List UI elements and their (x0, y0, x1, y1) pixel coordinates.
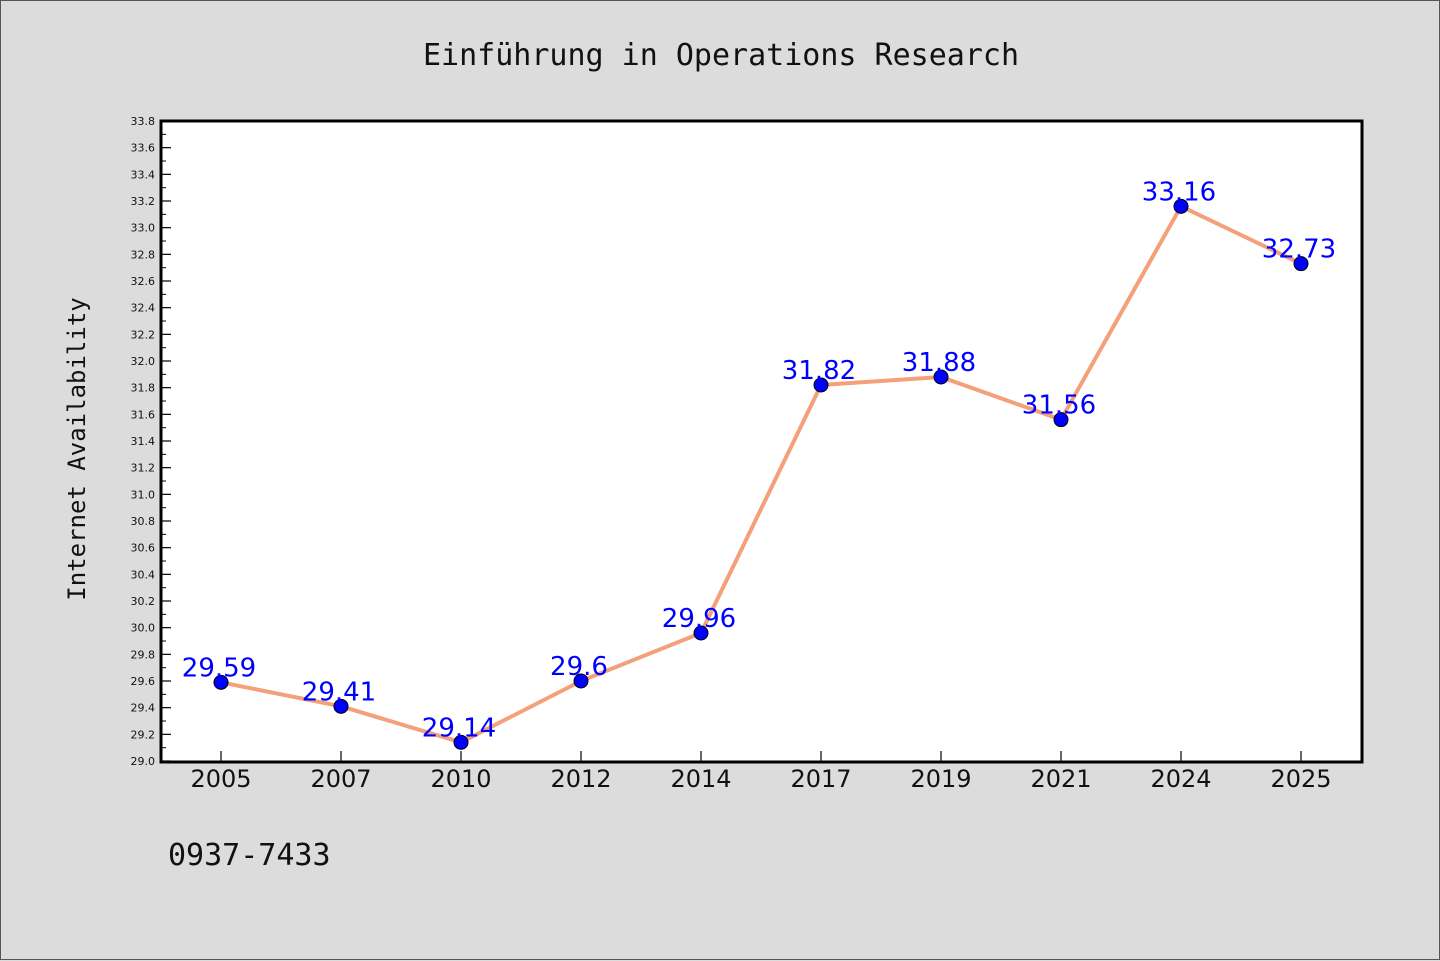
data-point (333, 698, 349, 714)
x-tick-label: 2025 (1270, 765, 1331, 793)
data-point (693, 625, 709, 641)
data-point (573, 673, 589, 689)
y-tick-label: 29.2 (131, 728, 156, 741)
data-label: 29.14 (422, 713, 496, 743)
y-tick-label: 30.0 (131, 622, 156, 635)
y-tick-label: 31.4 (131, 435, 156, 448)
x-tick-label: 2019 (910, 765, 971, 793)
y-axis-label: Internet Availability (63, 297, 91, 600)
x-tick-label: 2017 (790, 765, 851, 793)
x-tick-label: 2014 (670, 765, 731, 793)
data-label: 29.96 (662, 604, 736, 634)
series-line (220, 204, 1302, 745)
y-tick-label: 32.4 (131, 302, 156, 315)
footer-code: 0937-7433 (168, 838, 331, 873)
y-tick-label: 32.8 (131, 248, 156, 261)
x-tick-label: 2010 (430, 765, 491, 793)
y-tick-label: 33.2 (131, 195, 156, 208)
data-label: 29.41 (302, 677, 376, 707)
data-label: 33.16 (1142, 177, 1216, 207)
y-tick-label: 32.0 (131, 355, 156, 368)
y-tick-label: 31.2 (131, 462, 156, 475)
data-label: 31.88 (902, 348, 976, 378)
y-tick-label: 31.8 (131, 382, 156, 395)
data-point (213, 674, 229, 690)
x-tick-label: 2007 (310, 765, 371, 793)
y-tick-label: 30.6 (131, 542, 156, 555)
y-tick-label: 33.8 (131, 115, 156, 128)
y-tick-label: 29.0 (131, 755, 156, 768)
x-axis-ticks: 2005 2007 2010 2012 2014 2017 2019 2021 2024 2025 (190, 751, 1332, 793)
data-point (1293, 256, 1309, 272)
y-tick-label: 32.6 (131, 275, 156, 288)
data-labels: 29.59 29.41 29.14 29.6 29.96 31.82 31.88 31.56 3… (182, 177, 1336, 743)
y-tick-label: 33.6 (131, 142, 156, 155)
data-point (1053, 412, 1069, 428)
data-label: 31.56 (1022, 391, 1096, 421)
x-tick-label: 2021 (1030, 765, 1091, 793)
data-label: 32.73 (1262, 235, 1336, 265)
y-tick-label: 29.6 (131, 675, 156, 688)
y-tick-label: 32.2 (131, 328, 156, 341)
y-tick-label: 33.0 (131, 222, 156, 235)
data-label: 29.59 (182, 653, 256, 683)
y-tick-label: 31.6 (131, 408, 156, 421)
data-point (1173, 198, 1189, 214)
plot-area (159, 119, 1364, 764)
y-axis-ticks: 29.0 29.2 29.4 29.6 29.8 30.0 30.2 30.4 30.6 30.8… (131, 115, 171, 768)
data-label: 29.6 (550, 652, 608, 682)
y-tick-label: 29.8 (131, 648, 156, 661)
data-point (453, 734, 469, 750)
data-point (813, 377, 829, 393)
y-tick-label: 30.2 (131, 595, 156, 608)
data-point (933, 369, 949, 385)
y-tick-label: 30.4 (131, 568, 156, 581)
data-label: 31.82 (782, 356, 856, 386)
x-tick-label: 2012 (550, 765, 611, 793)
chart-title: Einführung in Operations Research (423, 38, 1019, 73)
y-tick-label: 33.4 (131, 168, 156, 181)
x-tick-label: 2005 (190, 765, 251, 793)
y-tick-label: 31.0 (131, 488, 156, 501)
y-tick-label: 30.8 (131, 515, 156, 528)
series-layer (213, 198, 1309, 750)
y-tick-label: 29.4 (131, 702, 156, 715)
x-tick-label: 2024 (1150, 765, 1211, 793)
